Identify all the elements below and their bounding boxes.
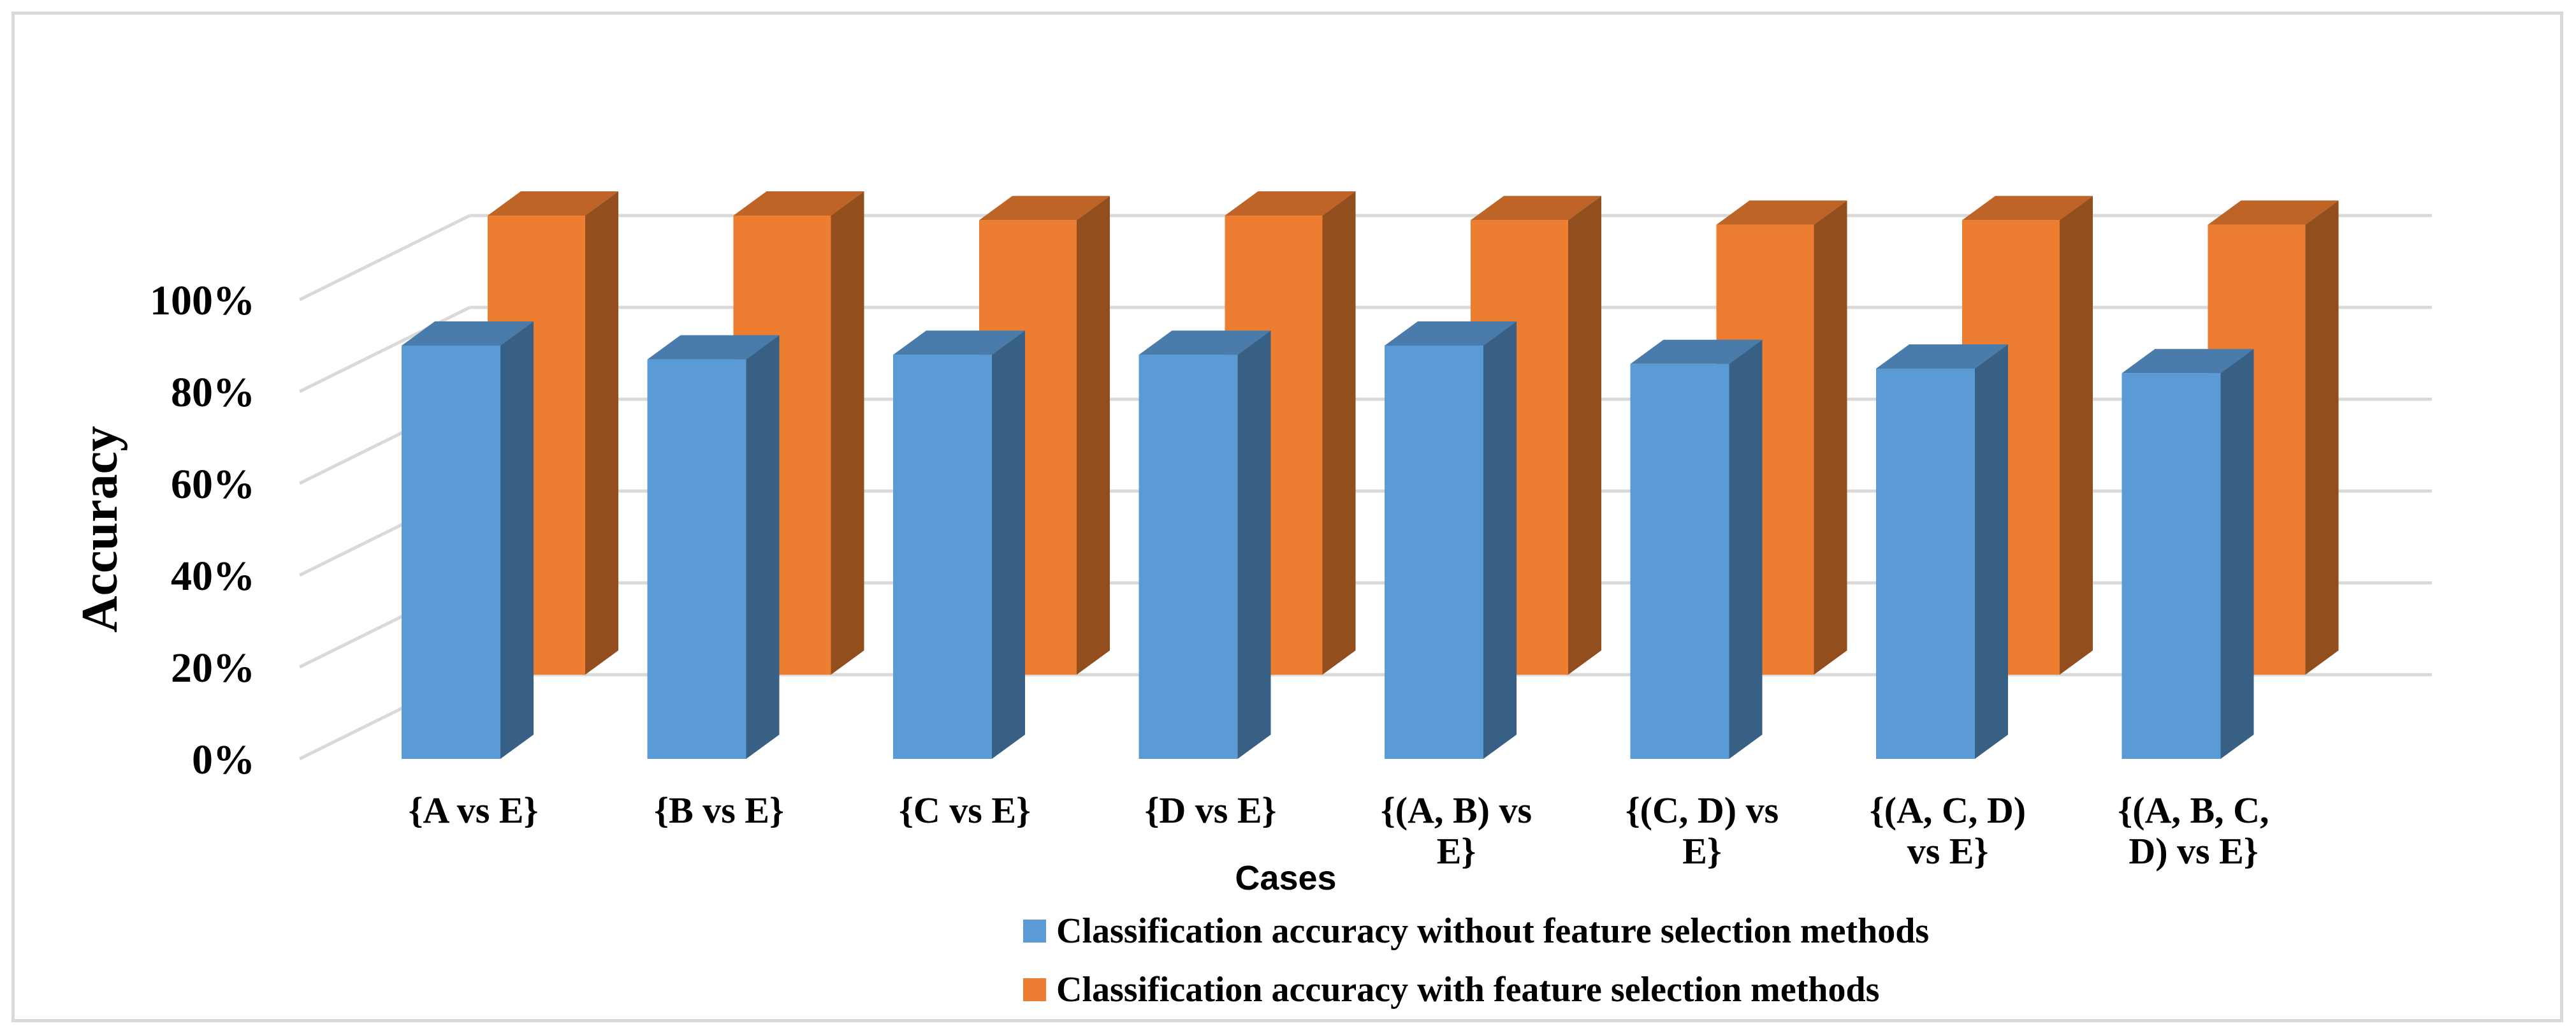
bar-with-2-top [733, 191, 864, 216]
bar-without-3-top [893, 330, 1025, 355]
y-tick-label: 80% [171, 369, 255, 416]
gridline-diagonal [298, 214, 471, 302]
x-category-label: {B vs E} [654, 789, 784, 831]
bar-without-4-side [1237, 330, 1271, 759]
bar-without-2-top [647, 335, 780, 360]
bar-without-7 [1876, 344, 2008, 759]
y-tick-label: 60% [171, 461, 255, 508]
x-category-label: {(A, B, C, D) vs E} [2118, 789, 2269, 872]
x-category-label: {D vs E} [1145, 789, 1277, 831]
bar-without-1-side [500, 321, 534, 759]
bar-without-7-top [1876, 344, 2008, 369]
bar-with-6-side [1814, 200, 1847, 675]
x-category-label: {(A, C, D) vs E} [1870, 789, 2026, 872]
y-tick-label: 20% [171, 645, 255, 691]
bar-with-8-top [2208, 200, 2339, 225]
bar-without-6-face [1630, 363, 1729, 759]
bar-without-6 [1630, 339, 1763, 759]
bar-without-8-face [2121, 373, 2221, 759]
bar-without-2 [647, 335, 780, 759]
x-category-label: {(A, B) vs E} [1381, 789, 1532, 872]
bar-with-4-top [1225, 191, 1356, 216]
bar-without-4-top [1139, 330, 1271, 355]
legend-swatch-with [1023, 978, 1046, 1001]
bar-with-4-side [1322, 191, 1356, 675]
x-axis-label: Cases [1235, 859, 1336, 897]
bar-with-2 [733, 191, 864, 675]
bar-without-2-face [647, 359, 746, 759]
bar-without-4 [1139, 330, 1271, 759]
legend-label-without: Classification accuracy without feature … [1056, 911, 1929, 951]
gridlines [298, 214, 2432, 761]
legend-label-with: Classification accuracy with feature sel… [1056, 970, 1879, 1009]
bar-without-4-face [1139, 355, 1238, 759]
bar-without-6-top [1630, 339, 1763, 364]
x-category-label: {C vs E} [899, 789, 1031, 831]
bar-with-8-side [2305, 200, 2339, 675]
bar-with-6-top [1716, 200, 1847, 225]
bar-without-5-face [1385, 346, 1483, 759]
bar-with-3-side [1077, 196, 1110, 675]
bar-with-5-top [1471, 196, 1601, 221]
y-axis-ticks: 0% 20% 40% 60% 80% 100% [150, 277, 255, 783]
bar-without-1 [402, 321, 534, 759]
x-category-label: {(C, D) vs E} [1626, 789, 1779, 872]
bar-without-7-face [1876, 369, 1975, 759]
bar-without-8-side [2220, 349, 2254, 759]
y-tick-label: 0% [192, 737, 255, 783]
x-axis-categories: {A vs E} {B vs E} {C vs E} {D vs E} {(A, B) … [409, 789, 2269, 872]
bar-without-8-top [2121, 349, 2254, 374]
bar-without-3-side [992, 330, 1025, 759]
bar-without-5-top [1385, 321, 1517, 346]
legend: Classification accuracy without feature … [1023, 911, 1929, 1009]
legend-swatch-without [1023, 920, 1046, 943]
bar-with-3-top [979, 196, 1110, 221]
y-tick-label: 100% [150, 277, 255, 324]
bar-without-1-top [402, 321, 534, 346]
bar-without-5 [1385, 321, 1517, 759]
bar-without-7-side [1975, 344, 2008, 759]
bar-without-5-side [1483, 321, 1517, 759]
bar-with-5-side [1568, 196, 1601, 675]
x-category-label: {A vs E} [409, 789, 539, 831]
y-tick-label: 40% [171, 553, 255, 599]
bar-without-8 [2121, 349, 2254, 759]
bar-without-6-side [1729, 339, 1763, 759]
y-axis-label: Accuracy [72, 426, 128, 633]
bar-without-2-side [746, 335, 780, 759]
bar-with-1-top [488, 191, 618, 216]
series-without-feature-selection [402, 321, 2254, 759]
bar-without-1-face [402, 346, 500, 759]
bar-with-7-side [2060, 196, 2093, 675]
bar-with-1-side [585, 191, 618, 675]
bar-with-2-side [831, 191, 864, 675]
bar-without-3-face [893, 355, 992, 759]
bar-with-7-top [1962, 196, 2093, 221]
bar-without-3 [893, 330, 1025, 759]
